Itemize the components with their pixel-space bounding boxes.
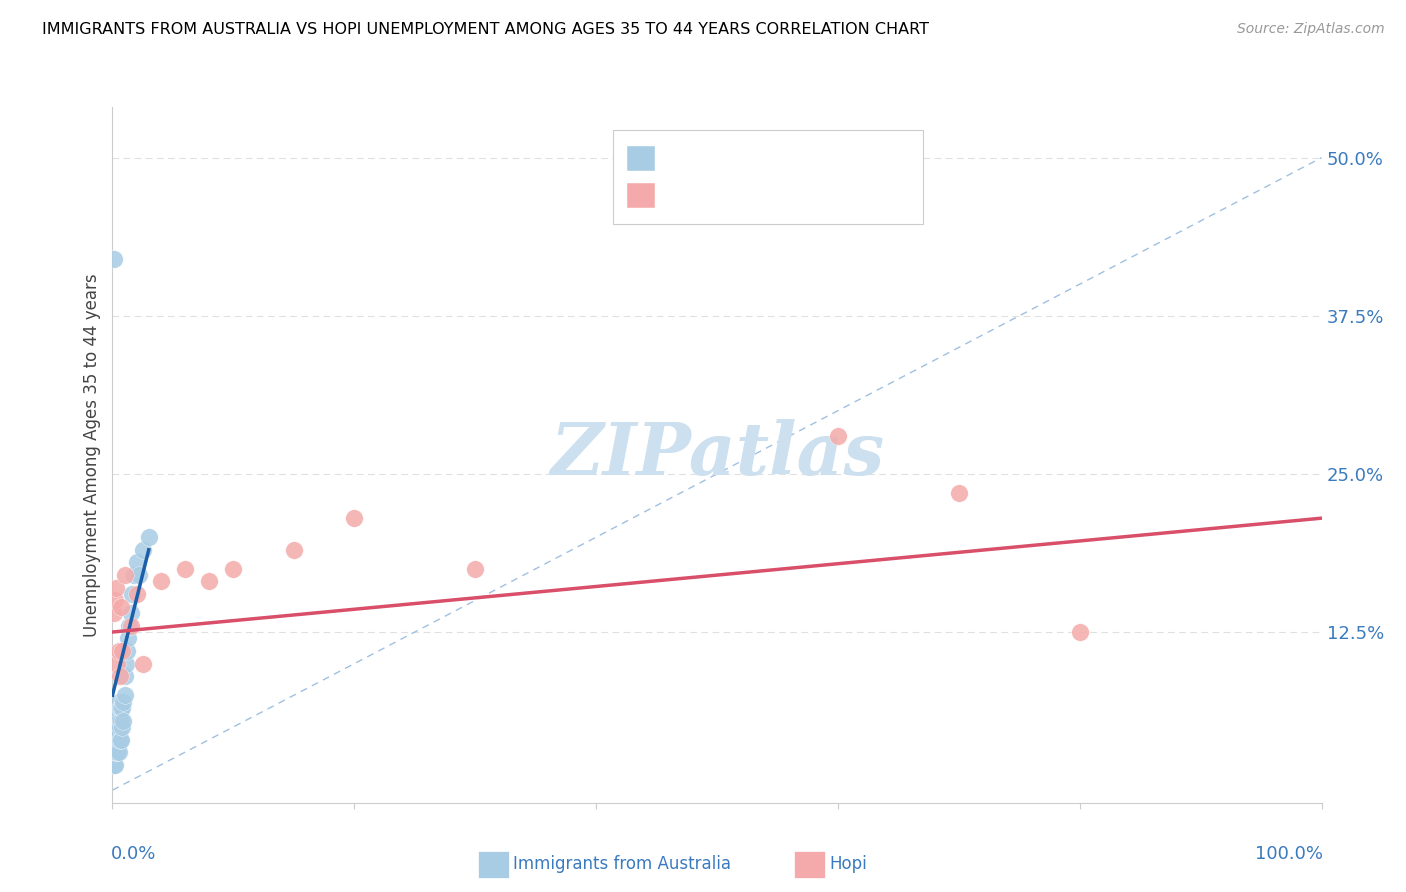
Point <box>105 726 128 740</box>
Point <box>105 745 128 759</box>
Text: R = 0.413    N = 22: R = 0.413 N = 22 <box>659 186 830 203</box>
Point <box>103 726 125 740</box>
Point <box>283 542 305 557</box>
Text: Immigrants from Australia: Immigrants from Australia <box>513 855 731 873</box>
Point <box>108 701 131 715</box>
Point <box>122 568 145 582</box>
Point <box>107 745 129 759</box>
Point <box>114 568 136 582</box>
Point <box>107 726 129 740</box>
Text: R = 0.230    N = 42: R = 0.230 N = 42 <box>659 148 830 166</box>
Point <box>121 587 143 601</box>
Point <box>104 593 127 607</box>
Point <box>115 644 138 658</box>
Point <box>120 606 142 620</box>
Point <box>104 757 127 772</box>
Point <box>105 707 128 722</box>
Point <box>110 714 132 728</box>
Point <box>132 657 155 671</box>
Point <box>827 429 849 443</box>
Text: ZIPatlas: ZIPatlas <box>550 419 884 491</box>
Point <box>108 732 131 747</box>
Point <box>108 669 131 683</box>
Point <box>125 556 148 570</box>
Point <box>120 618 142 632</box>
Point <box>118 618 141 632</box>
Point <box>222 562 245 576</box>
Point <box>108 720 131 734</box>
Point <box>107 695 129 709</box>
Point <box>138 530 160 544</box>
Point <box>111 644 134 658</box>
Point <box>464 562 486 576</box>
Point <box>105 581 128 595</box>
Point <box>125 587 148 601</box>
Point <box>103 252 125 266</box>
Text: 100.0%: 100.0% <box>1254 845 1323 863</box>
Point <box>105 657 128 671</box>
Point <box>117 632 139 646</box>
Point <box>104 745 127 759</box>
Text: Source: ZipAtlas.com: Source: ZipAtlas.com <box>1237 22 1385 37</box>
Point <box>103 606 125 620</box>
Point <box>110 732 132 747</box>
Point <box>107 714 129 728</box>
Point <box>103 745 125 759</box>
Point <box>110 701 132 715</box>
Point <box>128 568 150 582</box>
Point <box>112 714 135 728</box>
Point <box>114 688 136 702</box>
Point <box>111 720 134 734</box>
Point <box>110 599 132 614</box>
Point <box>107 644 129 658</box>
Point <box>104 732 127 747</box>
Point <box>105 745 128 759</box>
Y-axis label: Unemployment Among Ages 35 to 44 years: Unemployment Among Ages 35 to 44 years <box>83 273 101 637</box>
Point <box>104 707 127 722</box>
Point <box>149 574 172 589</box>
Point <box>105 714 128 728</box>
Point <box>343 511 366 525</box>
Point <box>103 757 125 772</box>
Point <box>112 695 135 709</box>
Point <box>1069 625 1091 640</box>
Point <box>174 562 197 576</box>
Point <box>948 486 970 500</box>
Text: 0.0%: 0.0% <box>111 845 156 863</box>
Point <box>198 574 221 589</box>
Text: Hopi: Hopi <box>830 855 868 873</box>
Point <box>104 720 127 734</box>
Point <box>132 542 155 557</box>
Point <box>114 657 136 671</box>
Point <box>114 669 136 683</box>
Text: IMMIGRANTS FROM AUSTRALIA VS HOPI UNEMPLOYMENT AMONG AGES 35 TO 44 YEARS CORRELA: IMMIGRANTS FROM AUSTRALIA VS HOPI UNEMPL… <box>42 22 929 37</box>
Point <box>105 732 128 747</box>
Point <box>111 701 134 715</box>
